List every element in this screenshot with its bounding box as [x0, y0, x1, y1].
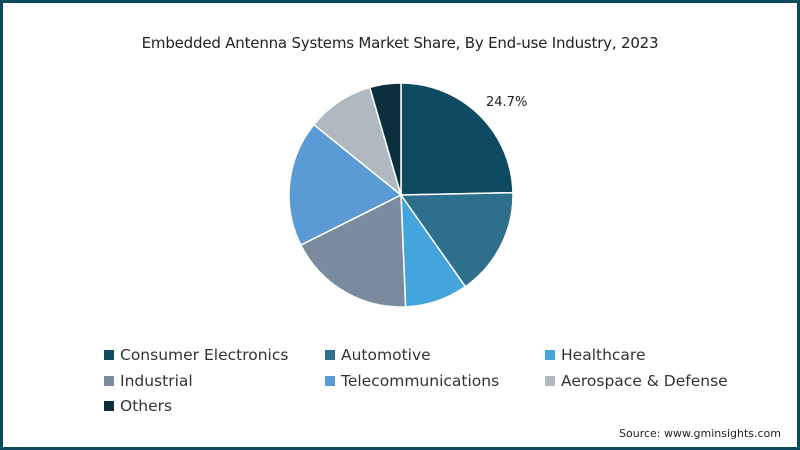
pie-slices [288, 82, 514, 308]
source-note: Source: www.gminsights.com [619, 427, 781, 440]
pie-slice-consumer-electronics [400, 82, 514, 196]
data-label-consumer-electronics: 24.7% [486, 95, 527, 110]
pie-slice-industrial [299, 193, 407, 308]
pie-slice-telecommunications [288, 123, 403, 247]
pie-slice-others [368, 82, 402, 196]
chart-title: Embedded Antenna Systems Market Share, B… [141, 34, 659, 52]
pie-slice-automotive [399, 191, 514, 288]
